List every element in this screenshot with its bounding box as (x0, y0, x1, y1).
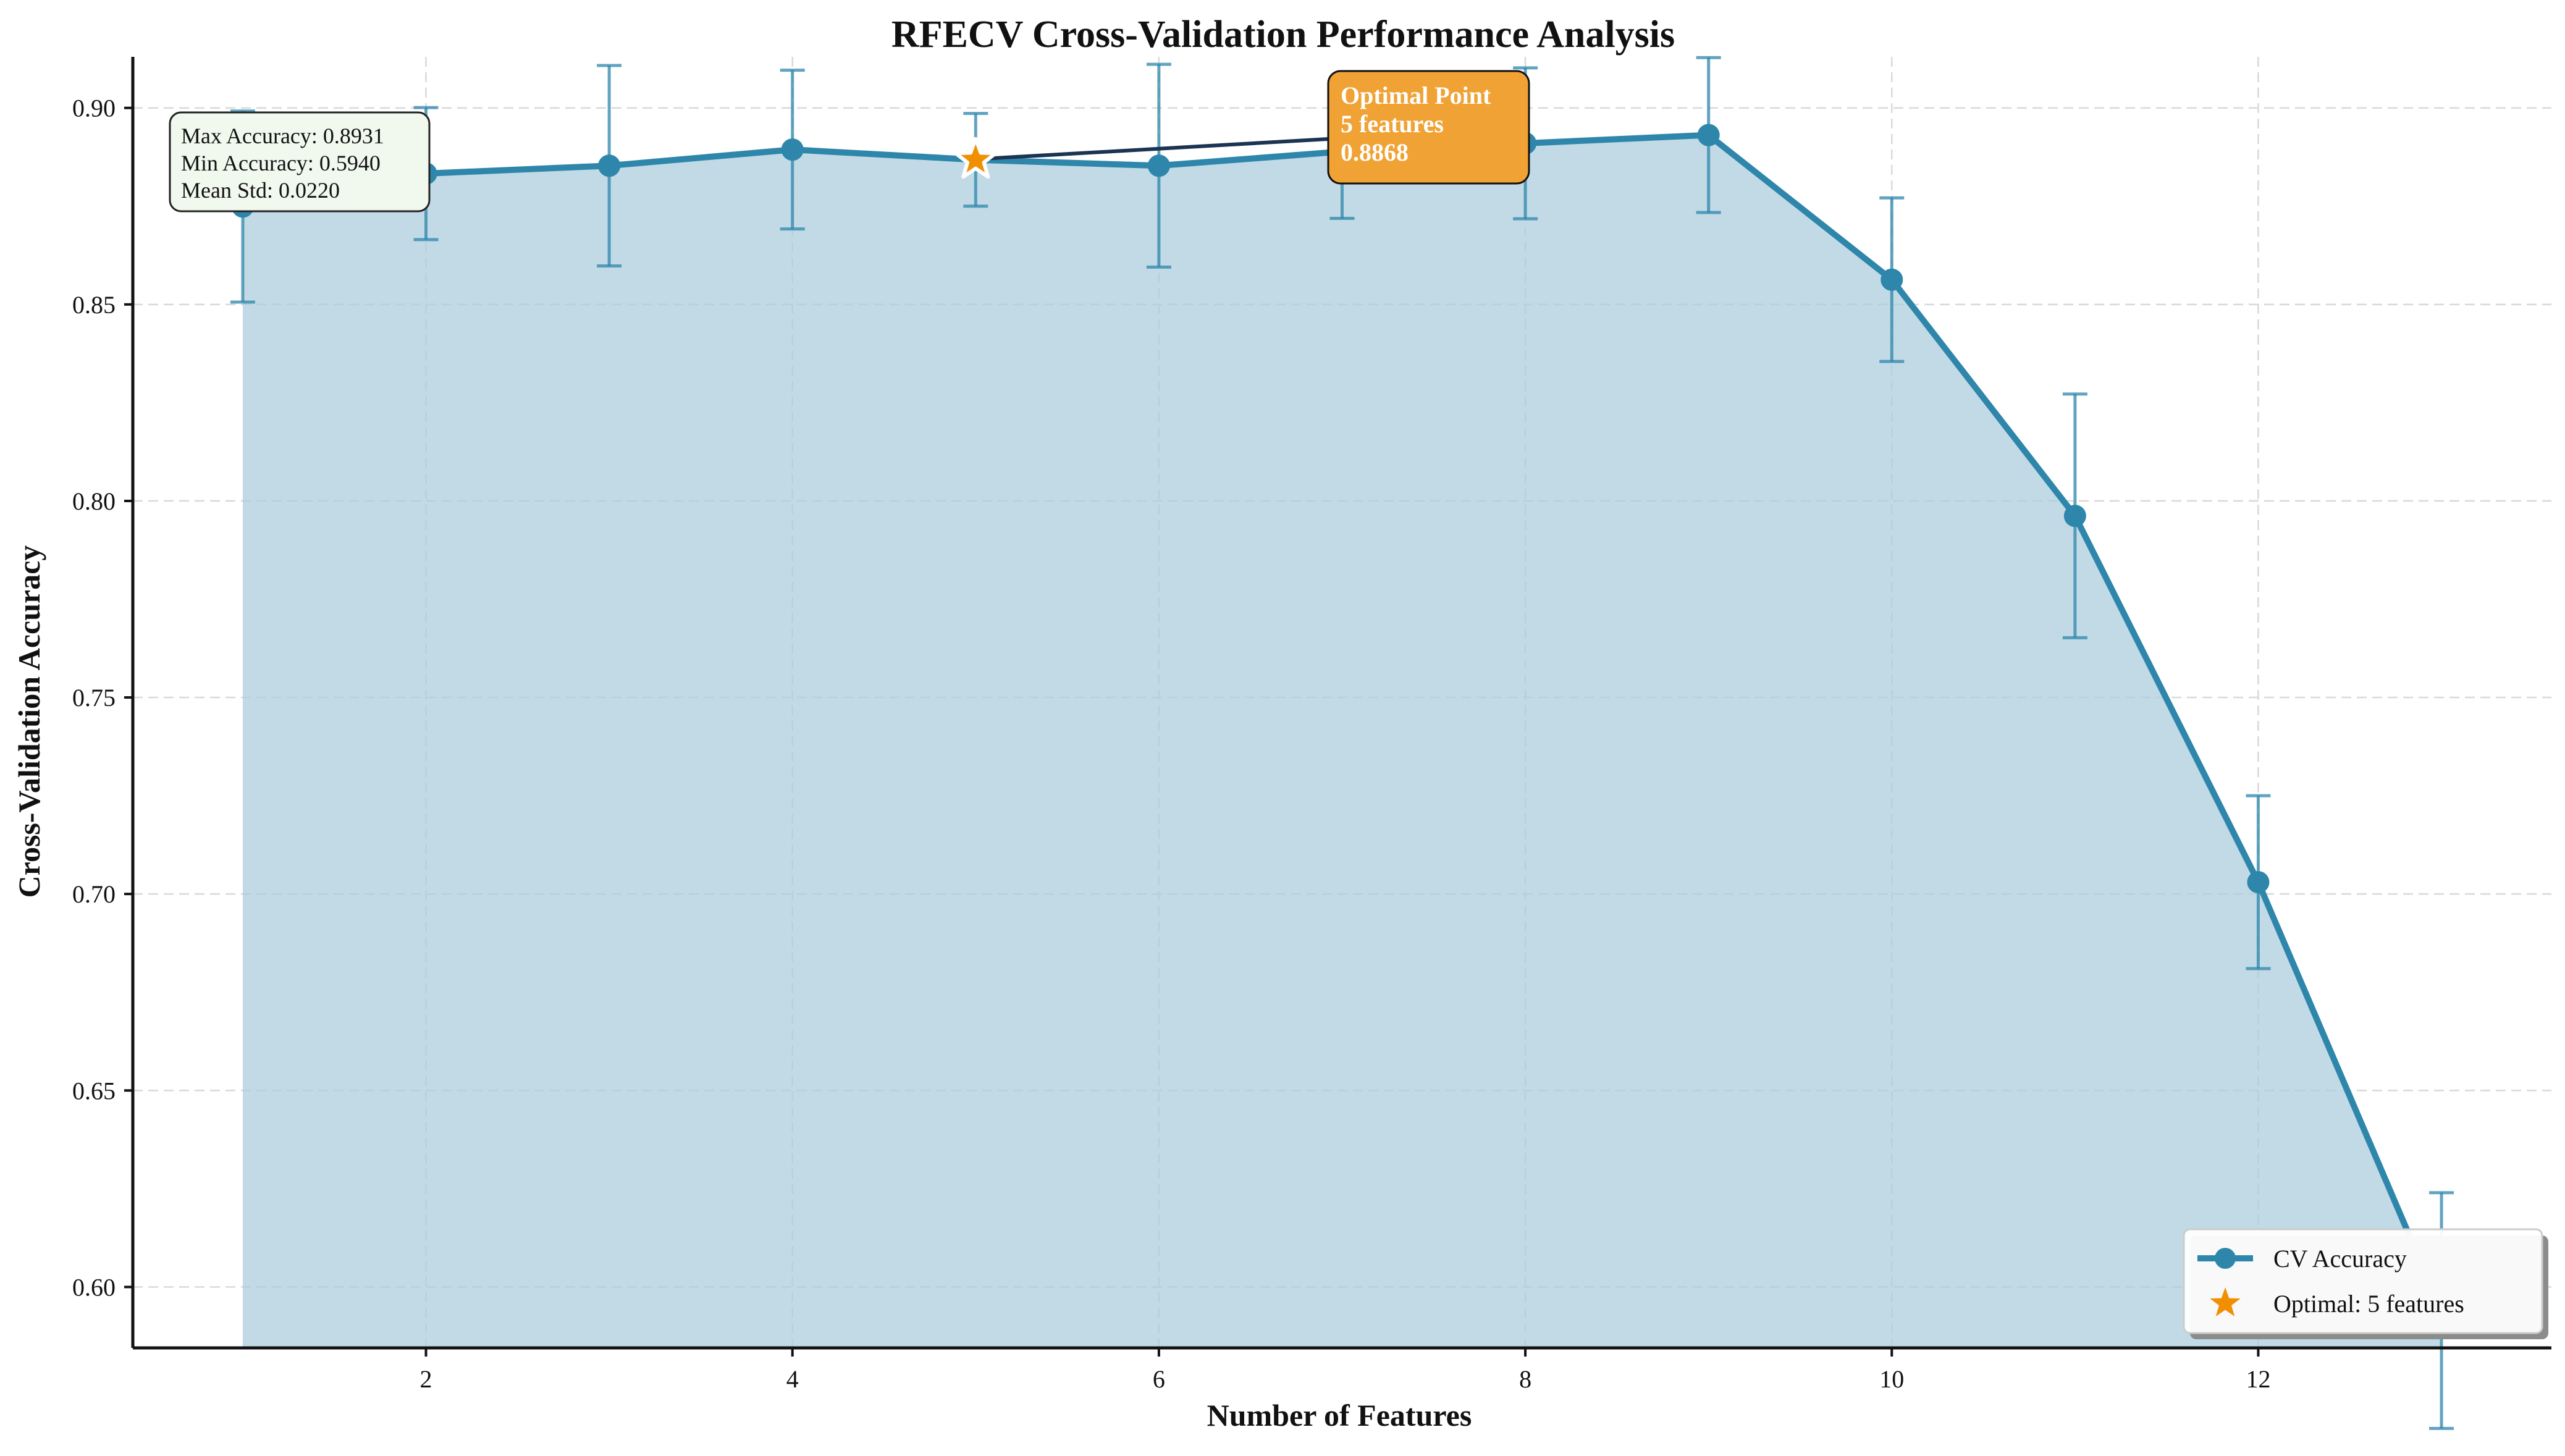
y-axis-label: Cross-Validation Accuracy (12, 545, 46, 898)
fill-layer (242, 135, 2442, 1348)
data-point (1697, 124, 1720, 146)
stats-layer: Max Accuracy: 0.8931 Min Accuracy: 0.5940… (169, 111, 431, 213)
area-fill (242, 135, 2442, 1348)
y-tick-label: 0.70 (72, 880, 116, 908)
axes-layer: 2 4 6 8 10 12 0.60 0.65 0.70 0.75 0.80 0.85 0.90 (72, 57, 2551, 1393)
optimal-star-marker (954, 137, 998, 179)
stats-box (169, 111, 431, 213)
x-axis-label: Number of Features (1207, 1398, 1472, 1433)
legend-layer: CV Accuracy Optimal: 5 features (2183, 1228, 2548, 1339)
data-point (2063, 505, 2086, 528)
legend-marker-swatch (2215, 1248, 2236, 1269)
x-tick-label: 8 (1519, 1365, 1531, 1393)
optimal-annotation-text: 5 features (1341, 110, 1444, 138)
x-tick-label: 12 (2246, 1365, 2270, 1393)
data-point (2247, 871, 2270, 894)
stats-line: Mean Std: 0.0220 (181, 178, 340, 203)
optimal-annotation-text: 0.8868 (1341, 138, 1409, 166)
chart-title: RFECV Cross-Validation Performance Analy… (891, 14, 1675, 56)
y-tick-label: 0.65 (72, 1077, 116, 1105)
legend-star-swatch (2210, 1287, 2241, 1316)
y-tick-label: 0.60 (72, 1273, 116, 1301)
y-tick-label: 0.85 (72, 291, 116, 319)
legend-label-series: CV Accuracy (2273, 1245, 2407, 1273)
optimal-arrow (987, 137, 1329, 161)
stats-line: Max Accuracy: 0.8931 (181, 124, 384, 148)
legend-label-optimal: Optimal: 5 features (2273, 1290, 2464, 1318)
legend-box (2183, 1228, 2543, 1334)
x-tick-label: 4 (786, 1365, 799, 1393)
y-tick-label: 0.75 (72, 684, 116, 712)
x-tick-label: 6 (1153, 1365, 1165, 1393)
x-tick-label: 10 (1879, 1365, 1904, 1393)
data-point (1147, 154, 1170, 177)
data-point (781, 138, 804, 161)
data-point (1881, 268, 1903, 291)
stats-line: Min Accuracy: 0.5940 (181, 151, 381, 175)
optimal-annotation-text: Optimal Point (1341, 82, 1491, 109)
y-tick-label: 0.90 (72, 95, 116, 122)
x-tick-label: 2 (420, 1365, 432, 1393)
data-point (598, 154, 621, 177)
optimal-annotation-box (1327, 70, 1530, 185)
y-tick-label: 0.80 (72, 487, 116, 515)
